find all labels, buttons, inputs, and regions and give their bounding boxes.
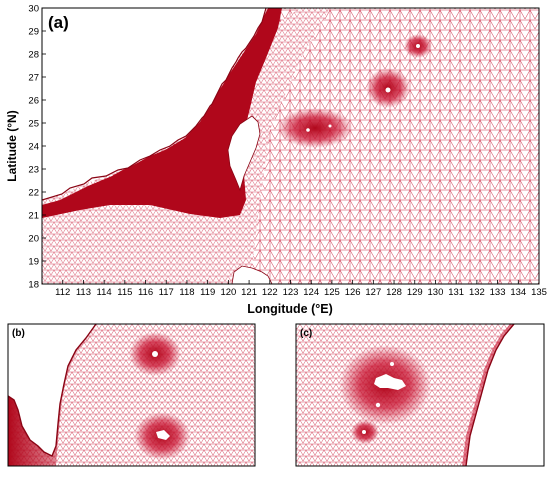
y-tick-label: 23 (28, 165, 39, 176)
x-tick-label: 133 (490, 287, 506, 298)
y-tick-label: 27 (28, 73, 39, 84)
mainland-land-c (466, 324, 544, 466)
panel-c-frame (295, 323, 545, 467)
y-tick-label: 26 (28, 96, 39, 107)
x-axis-ticks: 112 113 114 115 116 117 118 119 120 121 122 123 124 1… (55, 280, 547, 298)
x-tick-label: 122 (262, 287, 278, 298)
island-c-mid (375, 402, 381, 408)
x-tick-label: 123 (283, 287, 299, 298)
island-miyako (328, 124, 332, 128)
island-c-small (362, 430, 366, 434)
x-tick-label: 113 (76, 287, 91, 298)
coastal-dense-mesh (42, 8, 282, 218)
panel-a-label: (a) (48, 13, 69, 32)
x-tick-label: 132 (469, 287, 485, 298)
y-tick-label: 28 (28, 50, 39, 61)
x-tick-label: 127 (365, 287, 381, 298)
y-tick-label: 18 (28, 280, 39, 291)
y-tick-label: 30 (28, 4, 39, 15)
panel-b-frame (7, 323, 256, 467)
panel-b: (b) (7, 323, 256, 467)
refinement-ryukyu-west (277, 108, 353, 148)
x-tick-label: 119 (200, 287, 215, 298)
panel-b-label: (b) (12, 328, 25, 339)
taiwan-island (227, 115, 261, 192)
x-tick-label: 126 (345, 287, 361, 298)
island-b-upper (152, 351, 158, 357)
mainland-land-b (8, 324, 96, 456)
china-mainland-land (42, 8, 266, 200)
x-axis-label: Longitude (°E) (247, 302, 333, 316)
island-okinawa (385, 87, 391, 93)
x-tick-label: 128 (386, 287, 402, 298)
y-tick-label: 22 (28, 188, 39, 199)
x-tick-label: 130 (428, 287, 444, 298)
island-c-main (374, 374, 406, 390)
island-amami (416, 44, 420, 48)
y-axis-label: Latitude (°N) (5, 110, 19, 181)
y-tick-label: 20 (28, 234, 39, 245)
panel-a: (a) 112 113 114 115 116 117 118 119 120 121 122 123… (5, 4, 547, 317)
x-tick-label: 134 (510, 287, 526, 298)
y-tick-label: 29 (28, 27, 39, 38)
y-axis-ticks: 18 19 20 21 22 23 24 25 26 27 28 29 30 (28, 4, 46, 291)
coastline-c (465, 324, 515, 466)
island-b-lower (156, 430, 170, 440)
x-tick-label: 114 (97, 287, 112, 298)
island-yaeyama (306, 128, 310, 132)
x-tick-label: 116 (138, 287, 153, 298)
y-tick-label: 19 (28, 257, 39, 268)
x-tick-label: 121 (241, 287, 257, 298)
y-tick-label: 21 (28, 211, 39, 222)
x-tick-label: 135 (531, 287, 547, 298)
x-tick-label: 125 (324, 287, 340, 298)
x-tick-label: 131 (448, 287, 464, 298)
x-tick-label: 112 (55, 287, 70, 298)
x-tick-label: 124 (303, 287, 319, 298)
china-coastline (42, 8, 267, 201)
x-tick-label: 120 (220, 287, 236, 298)
island-c-north (390, 362, 394, 366)
panel-c: (c) (295, 323, 545, 467)
x-tick-label: 129 (407, 287, 423, 298)
panel-c-label: (c) (300, 328, 312, 339)
y-tick-label: 25 (28, 119, 39, 130)
luzon-land (231, 265, 273, 284)
y-tick-label: 24 (28, 142, 39, 153)
coastline-b (8, 324, 97, 457)
x-tick-label: 115 (117, 287, 132, 298)
x-tick-label: 118 (179, 287, 194, 298)
x-tick-label: 117 (159, 287, 174, 298)
